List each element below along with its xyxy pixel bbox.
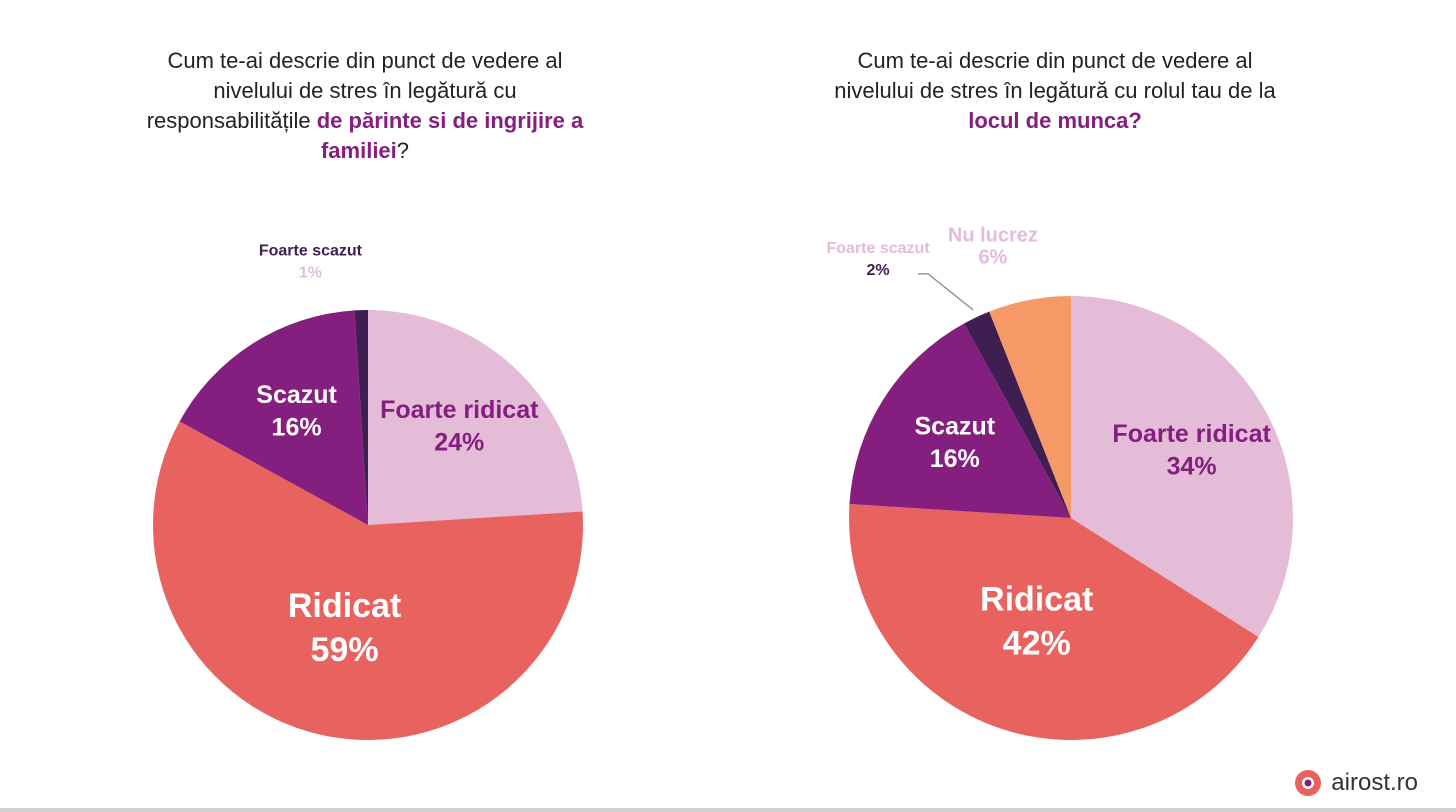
pie-slice — [368, 310, 583, 525]
value-label: 6% — [978, 246, 1007, 268]
pie-slice — [1071, 296, 1293, 637]
pie-slice — [848, 504, 1259, 741]
chart-title: Cum te-ai descrie din punct de vedere al… — [130, 46, 600, 166]
slice-label: Nu lucrez — [948, 224, 1038, 246]
pie-slice — [989, 296, 1071, 518]
title-part: Cum te-ai descrie din punct de vedere al… — [834, 48, 1276, 103]
value-label: 2% — [867, 262, 890, 279]
chart-title: Cum te-ai descrie din punct de vedere al… — [820, 46, 1290, 136]
value-label: 1% — [299, 264, 322, 281]
slice-label: Foarte scazut — [259, 242, 363, 259]
leader-line — [918, 273, 974, 311]
pie-slice — [964, 311, 1071, 518]
pie-slice — [179, 310, 368, 525]
brand-name: airost.ro — [1331, 769, 1418, 796]
slice-label: Foarte scazut — [827, 240, 931, 257]
title-part: ? — [396, 138, 410, 163]
pie-slice — [153, 421, 583, 740]
value-label: 24% — [434, 429, 484, 457]
slice-label: Foarte ridicat — [1112, 420, 1271, 448]
brand: airost.ro — [1293, 768, 1418, 798]
value-label: 42% — [1003, 625, 1071, 663]
slice-label: Scazut — [914, 413, 995, 441]
slice-label: Scazut — [256, 381, 337, 409]
title-highlight: locul de munca? — [968, 108, 1142, 133]
title-part: Cum te-ai descrie din punct de vedere al… — [146, 48, 563, 133]
title-highlight: de părinte si de ingrijire a familiei — [316, 108, 584, 163]
value-label: 16% — [272, 413, 322, 441]
value-label: 34% — [1167, 453, 1217, 481]
slice-label: Foarte ridicat — [380, 396, 539, 424]
pie-slice — [849, 323, 1071, 518]
footer-rule — [0, 808, 1456, 812]
pie-slice — [354, 310, 368, 525]
brand-logo — [1295, 770, 1322, 796]
value-label: 59% — [311, 631, 379, 669]
value-label: 16% — [930, 445, 980, 473]
slice-label: Ridicat — [288, 587, 401, 625]
slice-label: Ridicat — [980, 580, 1093, 618]
